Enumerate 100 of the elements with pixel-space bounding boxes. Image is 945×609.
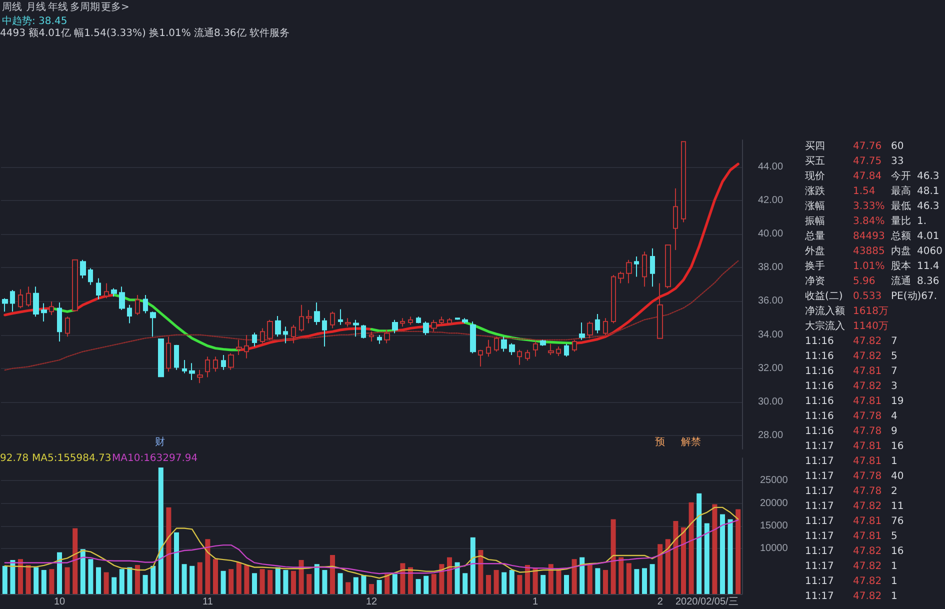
candlestick (431, 319, 437, 332)
candlestick (49, 301, 54, 316)
bar (96, 567, 101, 594)
bar (548, 564, 554, 594)
bar (564, 574, 569, 594)
text: 净资 5.96 流通 8.36 (805, 276, 940, 287)
bar (392, 574, 398, 594)
bar (642, 568, 647, 594)
candlestick (236, 339, 242, 356)
candlestick (338, 308, 343, 326)
candlestick (127, 304, 132, 324)
bar (34, 567, 39, 594)
text: 11:17 47.82 11 (805, 501, 904, 512)
bar (182, 564, 187, 594)
candlestick (392, 319, 398, 334)
bar (517, 574, 522, 594)
line-series (4, 260, 739, 371)
bar (314, 564, 320, 594)
bar (26, 564, 31, 594)
text: 月线 (26, 2, 46, 14)
candlestick (353, 319, 359, 338)
bar (158, 468, 164, 594)
candlestick (361, 324, 366, 339)
y-tick-label: 30.00 (758, 396, 784, 408)
candlestick (244, 334, 249, 359)
candlestick (119, 286, 125, 310)
text: 11:16 47.82 5 (805, 351, 898, 362)
bar (166, 507, 172, 594)
bar (112, 577, 117, 594)
bar (720, 514, 725, 594)
candlestick (439, 316, 444, 326)
candlestick (182, 359, 187, 374)
candlestick (33, 286, 39, 318)
candlestick (408, 316, 413, 326)
text: 买五 47.75 33 (805, 156, 904, 167)
candlestick (416, 316, 421, 324)
candlestick (2, 298, 8, 312)
bar (502, 572, 507, 594)
candlestick (642, 251, 647, 288)
bar (119, 569, 124, 594)
text: 11:16 47.81 19 (805, 396, 904, 407)
bar (509, 570, 514, 594)
candlestick (548, 343, 554, 356)
bar (681, 527, 686, 594)
bar (220, 570, 226, 594)
bar (10, 560, 16, 594)
bar (439, 564, 444, 594)
text: 11:17 47.78 2 (805, 486, 898, 497)
candlestick (369, 331, 374, 342)
bar (135, 564, 140, 594)
y-tick-label: 36.00 (758, 296, 784, 307)
candlestick (213, 356, 218, 372)
bar (275, 567, 280, 594)
candlestick (556, 346, 561, 356)
candlestick (158, 338, 164, 378)
bar (618, 557, 624, 594)
bar (454, 562, 460, 594)
candlestick (540, 339, 546, 346)
y-tick-label: 38.00 (758, 262, 784, 274)
candlestick (275, 315, 281, 338)
text: 11:17 47.81 1 (805, 456, 898, 467)
bar (298, 560, 304, 594)
bar (72, 528, 78, 594)
candlestick (400, 318, 405, 328)
bar (626, 563, 632, 594)
candlestick (189, 362, 195, 380)
bar (260, 569, 265, 594)
x-tick-label: 11 (202, 596, 214, 608)
bar (244, 564, 250, 594)
bar (252, 573, 257, 594)
bar (587, 564, 592, 594)
y-tick-label: 34.00 (758, 329, 784, 340)
candlestick (72, 259, 78, 312)
bar (18, 559, 23, 594)
y-tick-label: 40.00 (758, 228, 784, 240)
text: 涨幅 3.33% 最低 46.3 (805, 201, 940, 212)
candlestick (111, 288, 117, 298)
candlestick (634, 256, 639, 278)
bar (127, 567, 132, 594)
candlestick (501, 336, 507, 352)
annotation: MA10:163297.94 (112, 453, 198, 465)
candlestick (252, 332, 257, 348)
bar (704, 523, 710, 594)
bar (338, 573, 343, 594)
text: 买四 47.76 60 (805, 141, 904, 152)
text: 换手 1.01% 股本 11.4 (805, 261, 940, 272)
candlestick (377, 334, 382, 344)
candlestick (455, 318, 460, 320)
text: 11:17 47.81 16 (805, 441, 904, 452)
candlestick (595, 313, 600, 334)
bar (478, 550, 484, 594)
text: 中趋势: 38.45 (2, 16, 68, 28)
candlestick (299, 304, 304, 332)
candlestick (314, 302, 320, 326)
candlestick (205, 356, 210, 378)
line-series (4, 506, 739, 579)
text: 总量 84493 总额 4.01 (805, 231, 940, 242)
candlestick (166, 336, 171, 372)
text: 11:17 47.82 16 (805, 546, 904, 557)
bar (268, 570, 273, 594)
